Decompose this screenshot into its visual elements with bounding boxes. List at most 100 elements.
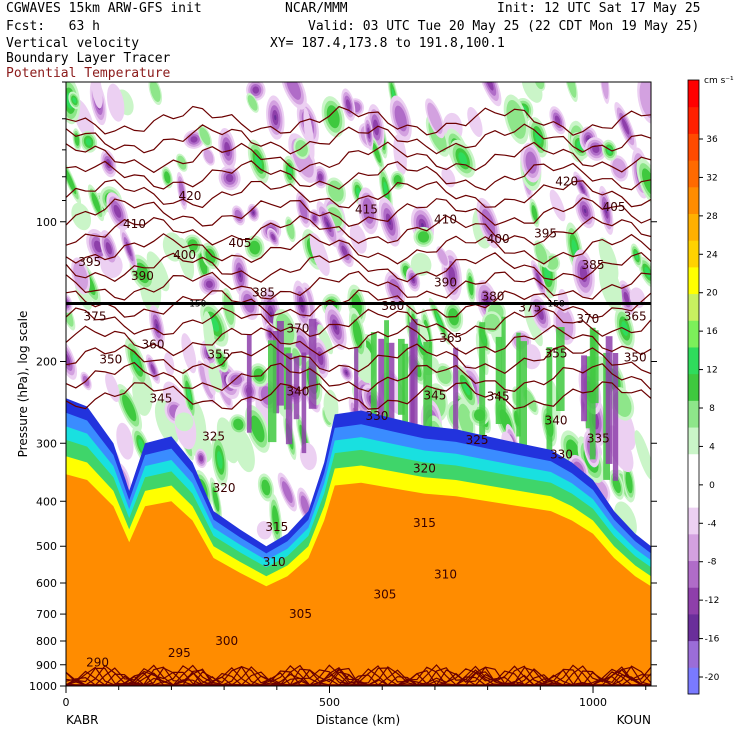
- updraft-cell: [253, 368, 265, 382]
- theta-contour-420: [66, 105, 651, 136]
- downdraft-cell: [252, 211, 255, 214]
- downdraft-cell: [485, 82, 494, 91]
- downdraft-streak: [386, 342, 395, 428]
- updraft-cell: [272, 505, 280, 535]
- contour-label: 295: [168, 646, 191, 660]
- downdraft-cell: [225, 173, 234, 183]
- updraft-streak: [516, 332, 521, 437]
- contour-label: 335: [587, 432, 610, 446]
- contour-label: 340: [286, 384, 309, 398]
- downdraft-cell: [412, 278, 414, 281]
- contour-label: 390: [131, 269, 154, 283]
- updraft-streak: [546, 347, 553, 461]
- contour-label: 305: [373, 587, 396, 601]
- x-axis-title: Distance (km): [316, 713, 400, 727]
- downdraft-cell: [467, 107, 483, 137]
- contour-label: 400: [173, 248, 196, 262]
- colorbar-tick-label: -4: [708, 519, 717, 529]
- updraft-streak: [398, 338, 405, 415]
- downdraft-cell: [224, 141, 231, 157]
- updraft-cell: [164, 171, 171, 184]
- downdraft-cell: [583, 208, 587, 214]
- updraft-cell: [352, 319, 363, 349]
- contour-label: 325: [202, 429, 225, 443]
- y-tick-label: 400: [36, 495, 57, 508]
- y-tick-label: 300: [36, 437, 57, 450]
- downdraft-cell: [579, 265, 588, 283]
- contour-label: 315: [265, 520, 288, 534]
- updraft-cell: [462, 379, 471, 396]
- x-tick-label: 1000: [579, 696, 607, 709]
- downdraft-cell: [113, 204, 122, 218]
- y-axis: 100 200 300 400 500 600 700 800 900 1000: [29, 81, 657, 693]
- updraft-cell: [212, 487, 220, 512]
- theta-contour-365: [66, 307, 651, 338]
- downdraft-cell: [94, 240, 103, 253]
- y-tick-label: 700: [36, 608, 57, 621]
- theta-contour-380: [66, 252, 651, 283]
- colorbar-tick-label: 16: [706, 327, 718, 337]
- contour-label: 365: [624, 310, 647, 324]
- contour-label: 310: [263, 555, 286, 569]
- downdraft-cell: [66, 352, 71, 367]
- updraft-cell: [85, 138, 92, 146]
- downdraft-cell: [252, 86, 260, 94]
- colorbar-swatch: [688, 453, 699, 481]
- plot-area: 420 410 405 400 395 390 385 375 370 360 355 350 345 3…: [66, 82, 651, 686]
- colorbar-swatch: [688, 640, 699, 668]
- theta-contour-405: [66, 160, 651, 191]
- y-tick-label: 800: [36, 635, 57, 648]
- contour-label: 370: [286, 322, 309, 336]
- updraft-cell: [634, 251, 639, 260]
- downdraft-cell: [600, 82, 609, 100]
- updraft-cell: [468, 276, 474, 296]
- updraft-streak: [519, 341, 527, 451]
- updraft-cell: [523, 301, 543, 347]
- contour-label: 405: [603, 200, 626, 214]
- updraft-streak: [501, 316, 506, 424]
- downdraft-cell: [199, 365, 214, 399]
- colorbar-tick-label: -20: [705, 673, 720, 683]
- updraft-cell: [641, 168, 651, 196]
- downdraft-cell: [106, 83, 125, 122]
- contour-label: 400: [487, 232, 510, 246]
- updraft-cell: [138, 439, 145, 452]
- updraft-cell: [162, 232, 184, 262]
- updraft-cell: [625, 471, 633, 494]
- colorbar-tick-label: -16: [705, 635, 720, 645]
- field-name-vertical-velocity: Vertical velocity: [6, 36, 140, 51]
- updraft-cell: [232, 428, 255, 473]
- downdraft-cell: [150, 364, 156, 375]
- updraft-cell: [634, 430, 651, 480]
- theta-contour-340: [66, 668, 651, 686]
- contour-label: 395: [534, 227, 557, 241]
- boundary-layer-tracer-field: [66, 398, 651, 686]
- updraft-cell: [598, 261, 623, 311]
- tracer-layer-5: [66, 474, 651, 686]
- downdraft-cell: [269, 332, 272, 336]
- updraft-cell: [71, 202, 92, 231]
- theta-contour-350: [66, 361, 651, 393]
- contour-label: 420: [555, 175, 578, 189]
- updraft-cell: [146, 251, 170, 292]
- updraft-cell: [174, 412, 194, 432]
- contour-label: 410: [123, 217, 146, 231]
- contour-label: 390: [434, 275, 457, 289]
- updraft-cell: [261, 479, 271, 496]
- valid-time: Valid: 03 UTC Tue 20 May 25 (22 CDT Mon …: [308, 19, 700, 34]
- colorbar-tick-label: 4: [709, 442, 715, 452]
- updraft-cell: [254, 154, 262, 170]
- downdraft-cell: [90, 82, 103, 109]
- colorbar-tick-label: -8: [708, 558, 717, 568]
- contour-label: 340: [545, 414, 568, 428]
- updraft-cell: [546, 255, 559, 270]
- updraft-cell: [372, 142, 381, 163]
- colorbar-swatch: [688, 373, 699, 401]
- contour-label: 350: [624, 350, 647, 364]
- updraft-cell: [250, 415, 265, 443]
- downdraft-cell: [181, 333, 197, 374]
- updraft-cell: [410, 252, 432, 276]
- plot-frame: [65, 81, 652, 687]
- downdraft-cell: [203, 149, 214, 164]
